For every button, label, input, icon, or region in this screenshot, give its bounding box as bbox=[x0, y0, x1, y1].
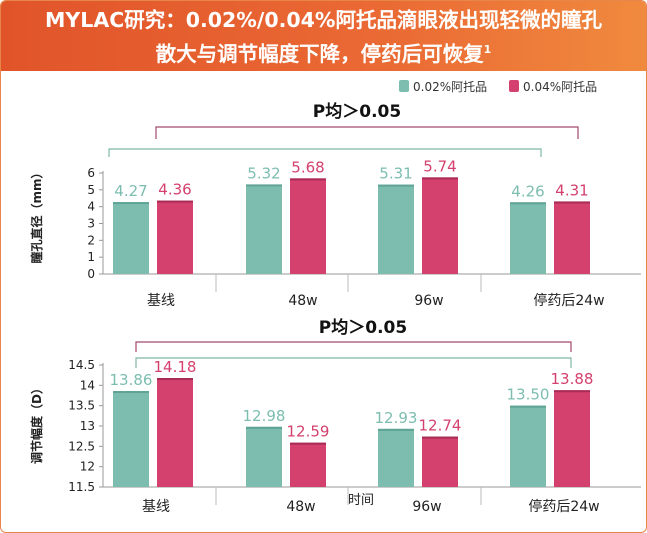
y-tick-label: 13 bbox=[80, 419, 95, 433]
data-label: 12.74 bbox=[419, 417, 462, 435]
bar-top-edge bbox=[510, 202, 546, 205]
legend-swatch-1 bbox=[399, 80, 409, 92]
title-line-2-text: 散大与调节幅度下降，停药后可恢复 bbox=[155, 41, 484, 66]
y-tick-label: 4 bbox=[87, 200, 95, 214]
bar-a-4 bbox=[510, 202, 546, 274]
data-label: 5.68 bbox=[291, 158, 324, 176]
y-tick-label: 14 bbox=[80, 378, 95, 392]
category-label-4: 停药后24w bbox=[533, 292, 604, 309]
data-label: 5.74 bbox=[423, 157, 456, 175]
data-label: 14.18 bbox=[154, 358, 197, 376]
significance-bracket-outer bbox=[155, 126, 579, 139]
y-tick-label: 0 bbox=[87, 267, 95, 281]
data-label: 4.36 bbox=[158, 181, 191, 199]
bar-a-3 bbox=[378, 184, 414, 274]
bar-top-edge bbox=[157, 378, 193, 381]
bar-top-edge bbox=[246, 426, 282, 429]
data-label: 4.27 bbox=[114, 182, 147, 200]
data-label: 13.88 bbox=[551, 370, 594, 388]
significance-annotation-1: P均＞0.05 bbox=[313, 101, 401, 122]
significance-bracket-inner bbox=[108, 148, 542, 157]
bar-top-edge bbox=[113, 202, 149, 205]
bar-a-4 bbox=[510, 405, 546, 487]
category-label-1: 基线 bbox=[142, 498, 170, 515]
bar-top-edge bbox=[290, 442, 326, 445]
y-tick-label: 6 bbox=[87, 166, 95, 180]
title-banner: MYLAC研究：0.02%/0.04%阿托品滴眼液出现轻微的瞳孔 散大与调节幅度… bbox=[1, 1, 646, 71]
bar-top-edge bbox=[378, 184, 414, 187]
bar-top-edge bbox=[290, 178, 326, 181]
significance-bracket-inner bbox=[135, 357, 572, 368]
y-tick-label: 3 bbox=[87, 217, 95, 231]
title-line-2: 散大与调节幅度下降，停药后可恢复1 bbox=[9, 36, 638, 68]
bar-top-edge bbox=[113, 391, 149, 394]
y-tick-label: 2 bbox=[87, 233, 95, 247]
x-axis-title-2: 时间 bbox=[348, 493, 374, 508]
y-tick-label: 1 bbox=[87, 250, 95, 264]
bar-a-1 bbox=[113, 202, 149, 274]
title-footnote-mark: 1 bbox=[483, 43, 492, 56]
category-label-3: 96w bbox=[412, 499, 441, 515]
bar-top-edge bbox=[554, 201, 590, 204]
bar-top-edge bbox=[378, 428, 414, 431]
y-tick-label: 5 bbox=[87, 183, 95, 197]
category-label-3: 96w bbox=[414, 293, 443, 309]
bar-b-1 bbox=[157, 200, 193, 274]
bar-top-edge bbox=[157, 200, 193, 203]
significance-bracket-outer bbox=[135, 341, 572, 352]
bar-b-4 bbox=[554, 390, 590, 487]
bar-a-2 bbox=[246, 426, 282, 487]
y-tick-label: 14.5 bbox=[68, 358, 95, 372]
bar-b-2 bbox=[290, 178, 326, 274]
data-label: 12.98 bbox=[243, 407, 286, 425]
data-label: 5.31 bbox=[379, 165, 412, 183]
data-label: 12.93 bbox=[375, 409, 418, 427]
category-label-4: 停药后24w bbox=[528, 498, 599, 515]
y-axis-title-1: 瞳孔直径（mm） bbox=[29, 166, 44, 263]
data-label: 13.86 bbox=[110, 371, 153, 389]
legend-swatch-2 bbox=[509, 80, 519, 92]
bar-top-edge bbox=[422, 177, 458, 180]
bar-a-1 bbox=[113, 391, 149, 487]
bar-top-edge bbox=[422, 436, 458, 439]
bar-a-3 bbox=[378, 428, 414, 487]
data-label: 12.59 bbox=[287, 423, 330, 441]
data-label: 4.31 bbox=[555, 181, 588, 199]
y-tick-label: 13.5 bbox=[68, 399, 95, 413]
bar-b-2 bbox=[290, 442, 326, 487]
significance-annotation-2: P均＞0.05 bbox=[319, 317, 407, 338]
y-axis-title-2: 调节幅度（D） bbox=[29, 382, 44, 464]
category-label-2: 48w bbox=[288, 293, 317, 309]
bar-top-edge bbox=[510, 405, 546, 408]
data-label: 13.50 bbox=[507, 386, 550, 404]
data-label: 5.32 bbox=[247, 164, 280, 182]
title-line-1: MYLAC研究：0.02%/0.04%阿托品滴眼液出现轻微的瞳孔 bbox=[45, 8, 602, 32]
category-label-2: 48w bbox=[286, 499, 315, 515]
bar-b-1 bbox=[157, 378, 193, 487]
bar-b-3 bbox=[422, 436, 458, 487]
bar-top-edge bbox=[246, 184, 282, 187]
y-tick-label: 11.5 bbox=[68, 480, 95, 494]
category-label-1: 基线 bbox=[147, 292, 175, 309]
bar-b-3 bbox=[422, 177, 458, 274]
legend-label-1: 0.02%阿托品 bbox=[413, 80, 487, 94]
bar-a-2 bbox=[246, 184, 282, 274]
bar-b-4 bbox=[554, 201, 590, 274]
bar-top-edge bbox=[554, 390, 590, 393]
y-tick-label: 12.5 bbox=[68, 439, 95, 453]
y-tick-label: 12 bbox=[80, 460, 95, 474]
legend-label-2: 0.04%阿托品 bbox=[523, 80, 597, 94]
data-label: 4.26 bbox=[511, 182, 544, 200]
